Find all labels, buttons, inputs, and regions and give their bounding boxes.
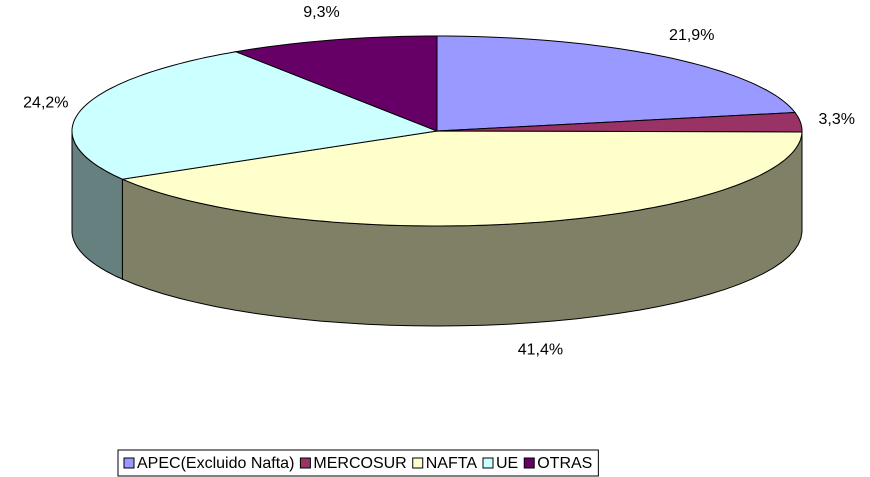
data-label: 9,3% bbox=[303, 4, 339, 21]
legend-label: OTRAS bbox=[537, 455, 592, 472]
pie-slice bbox=[436, 111, 803, 133]
legend-label: MERCOSUR bbox=[313, 455, 406, 472]
data-label: 24,2% bbox=[23, 94, 68, 111]
data-label: 3,3% bbox=[819, 111, 855, 128]
legend-label: APEC(Excluido Nafta) bbox=[137, 455, 294, 472]
data-label: 41,4% bbox=[518, 342, 563, 359]
legend-swatch bbox=[412, 457, 424, 469]
legend-swatch bbox=[482, 457, 494, 469]
legend-swatch bbox=[123, 457, 135, 469]
pie-slice bbox=[71, 51, 439, 180]
legend: APEC(Excluido Nafta) MERCOSUR NAFTA UE OTRAS bbox=[117, 449, 599, 477]
legend-swatch bbox=[299, 457, 311, 469]
data-label: 21,9% bbox=[669, 27, 714, 44]
legend-label: UE bbox=[496, 455, 518, 472]
legend-swatch bbox=[523, 457, 535, 469]
legend-box bbox=[117, 449, 599, 477]
legend-label: NAFTA bbox=[426, 455, 478, 472]
pie-slice bbox=[436, 35, 797, 132]
pie-slice bbox=[233, 35, 438, 132]
pie-slice bbox=[120, 130, 803, 227]
